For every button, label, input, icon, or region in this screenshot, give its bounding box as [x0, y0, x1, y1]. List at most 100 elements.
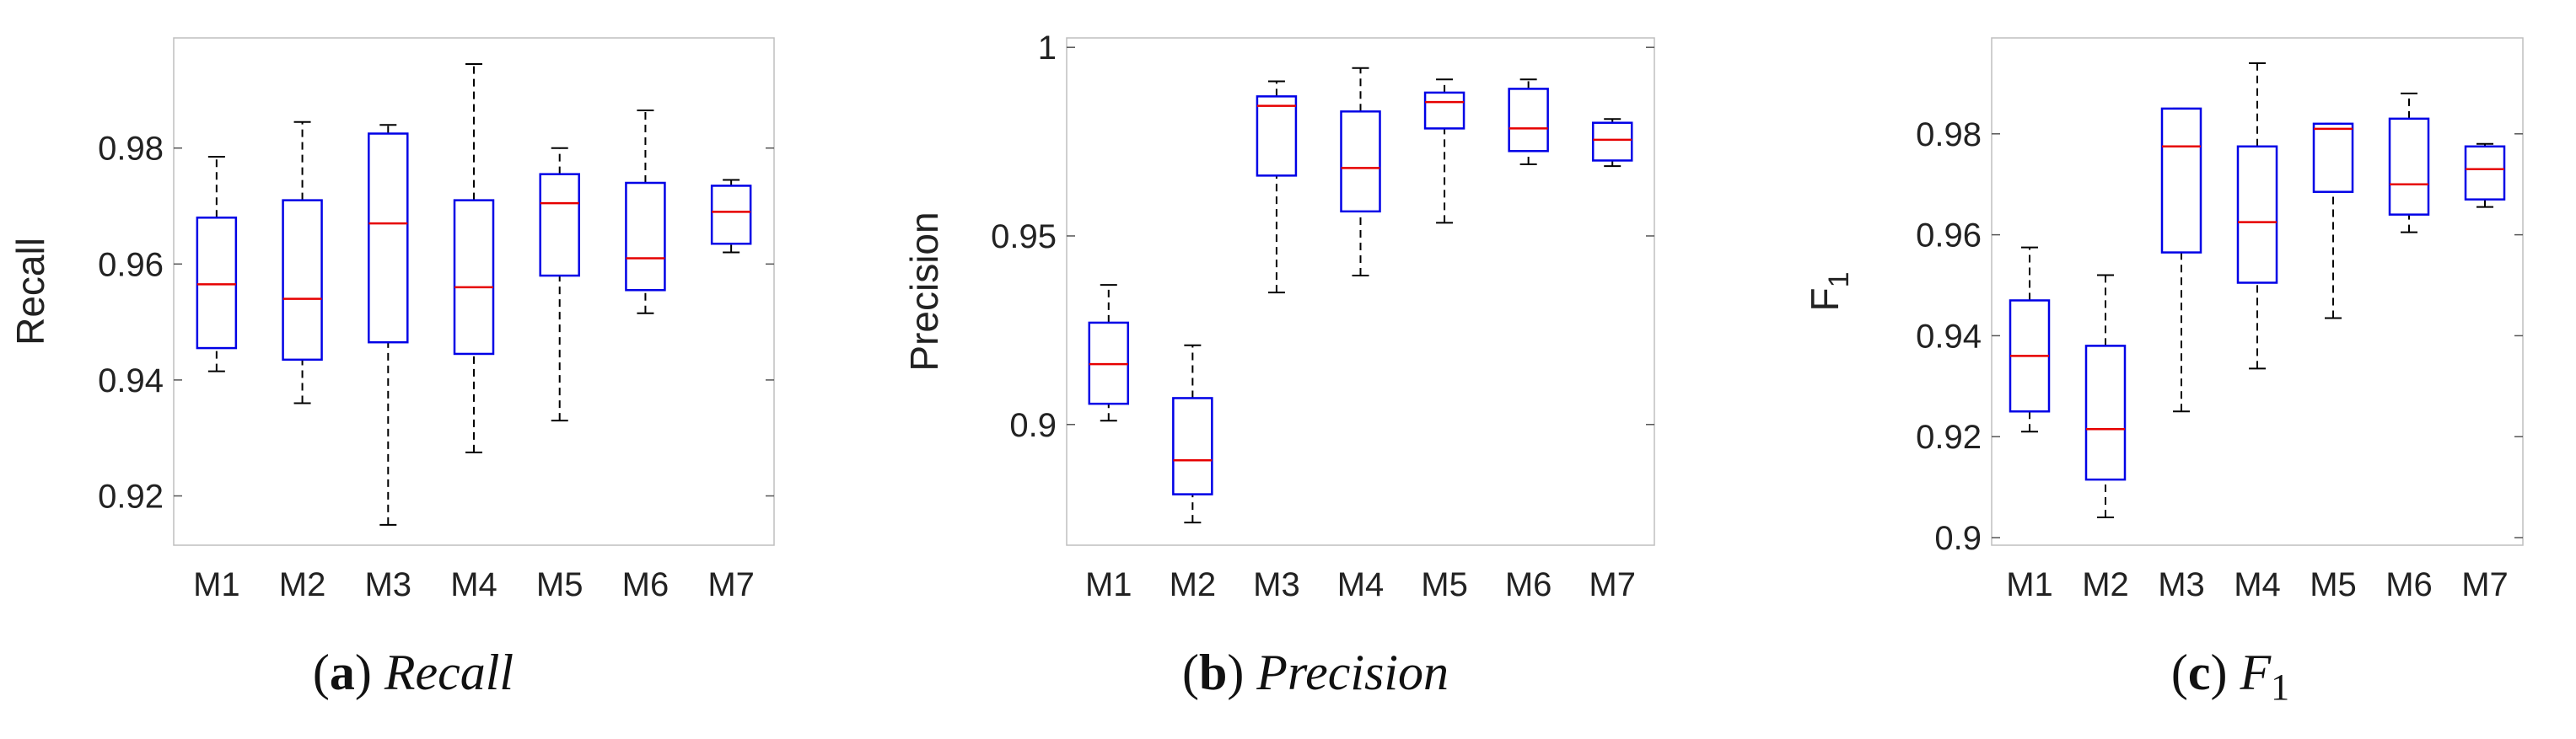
caption-letter: a [330, 645, 355, 700]
iqr-box [1340, 110, 1381, 213]
box-M2 [2084, 274, 2127, 519]
iqr-box [710, 185, 752, 245]
x-tick-label: M2 [2082, 566, 2129, 603]
caption-close: ) [355, 645, 385, 700]
iqr-box [2084, 345, 2127, 481]
chart-panel-2: 0.9 0.95 1 Precision M1 M2 M3 M4 M5 M6 M7 (b) Preci… [902, 29, 1655, 700]
iqr-box [2464, 145, 2506, 201]
caption-close: ) [2210, 645, 2240, 700]
x-tick-label: M4 [450, 566, 497, 603]
iqr-box [2388, 117, 2430, 216]
box-M7 [710, 179, 752, 254]
iqr-box [1256, 95, 1298, 177]
x-tick-label: M7 [1589, 566, 1636, 603]
caption-letter: b [1199, 645, 1227, 700]
iqr-box [196, 217, 238, 350]
x-tick-label: M2 [1170, 566, 1217, 603]
x-tick-label: M7 [707, 566, 755, 603]
box-M4 [1340, 67, 1381, 276]
x-tick-label: M6 [622, 566, 670, 603]
x-tick-label: M3 [364, 566, 411, 603]
y-tick-label: 0.96 [1916, 217, 1982, 254]
box-M3 [1256, 80, 1298, 294]
y-tick-label: 1 [1038, 29, 1057, 67]
x-tick-label: M5 [536, 566, 583, 603]
caption-label: ( [313, 645, 330, 700]
x-tick-label: M6 [1505, 566, 1552, 603]
iqr-box [1423, 91, 1465, 130]
box-M6 [2388, 92, 2430, 233]
x-tick-label: M5 [2310, 566, 2357, 603]
iqr-box [1508, 88, 1549, 153]
axes-frame [173, 37, 775, 546]
box-M7 [2464, 142, 2506, 208]
box-M6 [1508, 78, 1549, 165]
y-tick-label: 0.92 [1916, 419, 1982, 456]
panel-caption: (b) Precision [1182, 645, 1449, 700]
y-tick-label: 0.9 [1009, 407, 1057, 444]
iqr-box [282, 199, 323, 361]
x-tick-label: M2 [279, 566, 326, 603]
panel-caption: (a) Recall [313, 645, 514, 700]
y-tick-label: 0.98 [98, 131, 164, 168]
x-tick-label: M3 [1253, 566, 1300, 603]
box-M1 [2009, 246, 2051, 433]
y-tick-label: 0.95 [991, 218, 1057, 255]
box-M3 [368, 124, 409, 526]
x-tick-label: M6 [2385, 566, 2433, 603]
box-M1 [196, 156, 238, 372]
box-M6 [625, 110, 666, 314]
caption-close: ) [1227, 645, 1256, 700]
axes-frame [1066, 37, 1655, 546]
chart-panel-1: 0.92 0.94 0.96 0.98 Recall M1 M2 M3 M4 M5 M6 M7 (a) … [8, 37, 775, 700]
x-tick-label: M4 [2234, 566, 2281, 603]
y-axis-label: Recall [8, 238, 52, 345]
panel-caption: (c) F1 [2171, 645, 2289, 708]
box-M5 [1423, 78, 1465, 224]
x-tick-label: M7 [2461, 566, 2509, 603]
y-tick-label: 0.96 [98, 246, 164, 283]
box-M4 [2236, 62, 2278, 370]
caption-subscript: 1 [2271, 667, 2289, 708]
caption-name: Recall [384, 645, 514, 700]
box-M2 [282, 120, 323, 404]
box-M7 [1591, 118, 1633, 168]
iqr-box [2236, 145, 2278, 284]
box-M3 [2160, 107, 2202, 413]
x-tick-label: M1 [1085, 566, 1132, 603]
iqr-box [368, 132, 409, 344]
caption-name: Precision [1256, 645, 1449, 700]
iqr-box [1591, 121, 1633, 162]
box-M1 [1088, 284, 1130, 422]
iqr-box [539, 173, 580, 277]
y-axis-label: Precision [902, 212, 946, 371]
x-tick-label: M4 [1337, 566, 1385, 603]
caption-label: ( [2171, 645, 2188, 700]
box-M2 [1172, 344, 1213, 524]
x-tick-label: M3 [2158, 566, 2205, 603]
box-M5 [539, 147, 580, 422]
iqr-box [625, 181, 666, 292]
x-tick-label: M1 [2006, 566, 2053, 603]
y-tick-label: 0.9 [1934, 520, 1982, 557]
y-tick-label: 0.94 [98, 362, 164, 399]
y-axis-label: F1 [1803, 271, 1855, 311]
y-tick-label: 0.94 [1916, 318, 1982, 355]
iqr-box [2160, 107, 2202, 254]
y-tick-label: 0.92 [98, 479, 164, 516]
box-M4 [453, 62, 495, 453]
iqr-box [2312, 122, 2354, 193]
x-tick-label: M5 [1421, 566, 1468, 603]
box-M5 [2312, 122, 2354, 319]
caption-name: F [2239, 645, 2272, 700]
caption-label: ( [1182, 645, 1199, 700]
axes-frame [1991, 37, 2524, 546]
x-tick-label: M1 [193, 566, 240, 603]
iqr-box [453, 199, 495, 356]
iqr-box [1172, 397, 1213, 495]
y-axis-label-subscript: 1 [1823, 271, 1855, 287]
y-tick-label: 0.98 [1916, 116, 1982, 153]
caption-letter: c [2188, 645, 2211, 700]
